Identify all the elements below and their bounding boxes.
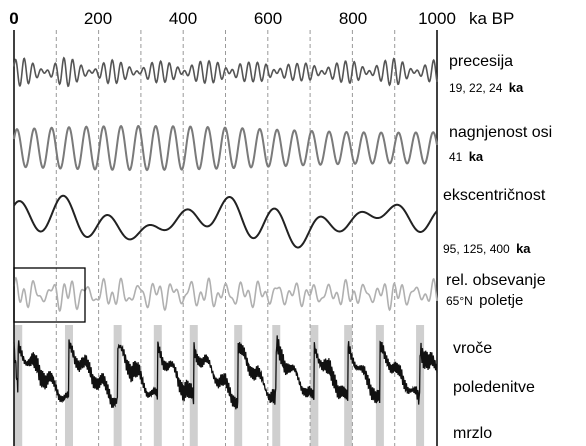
series-sublabel-precesija: 19, 22, 24 ka [449, 80, 524, 95]
series-sublabel-obsevanje: 65°N poletje [446, 292, 523, 309]
series-periods-precesija: 19, 22, 24 [449, 81, 503, 95]
tick-label-200: 200 [84, 9, 112, 28]
eccentricity-curve [13, 194, 438, 249]
label-vroce: vroče [453, 340, 492, 357]
series-unit-precesija: ka [509, 80, 524, 95]
tick-label-0: 0 [9, 9, 18, 28]
precession-curve [13, 56, 438, 88]
series-label-nagnjenost: nagnjenost osi [449, 124, 552, 141]
x-tick-labels: 0 200 400 600 800 1000 [9, 9, 456, 28]
label-mrzlo: mrzlo [453, 425, 492, 442]
series-label-precesija: precesija [449, 53, 513, 70]
insolation-highlight-box [13, 267, 86, 323]
series-latitude-obsevanje: 65°N [446, 294, 473, 308]
series-season-obsevanje: poletje [479, 292, 523, 309]
series-unit-ekscentricnost: ka [516, 241, 531, 256]
tick-label-600: 600 [254, 9, 282, 28]
series-periods-nagnjenost: 41 [449, 150, 463, 164]
series-sublabel-ekscentricnost: 95, 125, 400 ka [443, 241, 531, 256]
series-unit-nagnjenost: ka [469, 149, 484, 164]
series-label-obsevanje: rel. obsevanje [446, 272, 546, 289]
glaciation-curve [13, 335, 438, 410]
obliquity-curve [13, 125, 438, 172]
series-label-poledenitve: poledenitve [453, 379, 535, 396]
tick-label-400: 400 [169, 9, 197, 28]
tick-label-800: 800 [339, 9, 367, 28]
x-axis-unit: ka BP [469, 9, 514, 28]
series-periods-ekscentricnost: 95, 125, 400 [443, 242, 510, 256]
series-sublabel-nagnjenost: 41 ka [449, 149, 484, 164]
series-label-ekscentricnost: ekscentričnost [443, 187, 546, 204]
tick-label-1000: 1000 [418, 9, 456, 28]
